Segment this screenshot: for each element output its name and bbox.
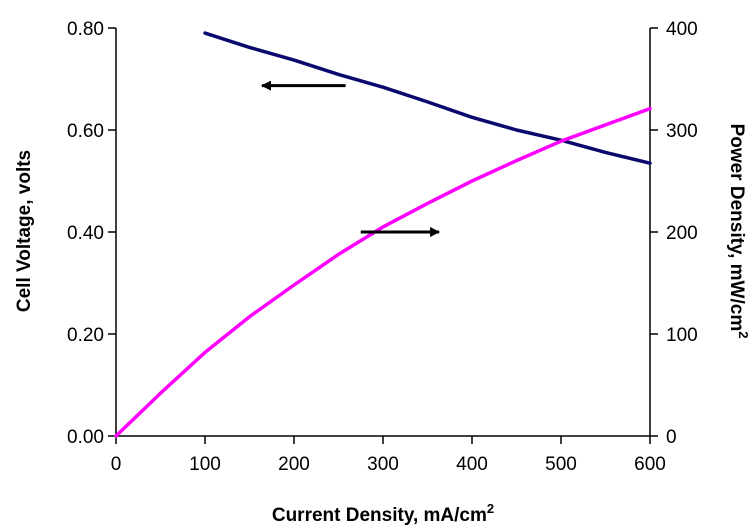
y-right-tick-label: 100 — [666, 325, 698, 346]
axes — [108, 27, 658, 444]
x-tick-label: 300 — [367, 454, 399, 475]
y-axis-right-title-superscript: 2 — [736, 331, 751, 338]
y-right-tick-label: 300 — [666, 121, 698, 142]
cell-voltage-series-line — [203, 31, 652, 165]
y-right-tick-label: 400 — [666, 19, 698, 40]
x-axis-title-superscript: 2 — [487, 501, 494, 516]
y-left-tick-label: 0.00 — [67, 427, 104, 448]
x-tick-label: 600 — [634, 454, 666, 475]
y-axis-right-title: Power Density, mW/cm2 — [726, 124, 751, 339]
power-density-series-line — [114, 106, 652, 438]
y-left-tick-label: 0.80 — [67, 19, 104, 40]
y-right-tick-label: 200 — [666, 223, 698, 244]
y-left-tick-label: 0.40 — [67, 223, 104, 244]
x-tick-label: 400 — [456, 454, 488, 475]
y-right-tick-label: 0 — [666, 427, 677, 448]
x-tick-label: 100 — [189, 454, 221, 475]
x-tick-label: 200 — [278, 454, 310, 475]
x-tick-label: 500 — [545, 454, 577, 475]
annotation-layer — [260, 80, 441, 237]
x-axis-title: Current Density, mA/cm2 — [272, 501, 494, 526]
y-left-tick-label: 0.60 — [67, 121, 104, 142]
y-left-tick-label: 0.20 — [67, 325, 104, 346]
tick-labels: 0 100 200 300 400 500 600 0.00 0.20 0.40 0.60 0.80 0… — [67, 19, 698, 475]
x-tick-label: 0 — [111, 454, 122, 475]
y-axis-left-title: Cell Voltage, volts — [14, 150, 35, 312]
series-layer — [114, 31, 652, 438]
